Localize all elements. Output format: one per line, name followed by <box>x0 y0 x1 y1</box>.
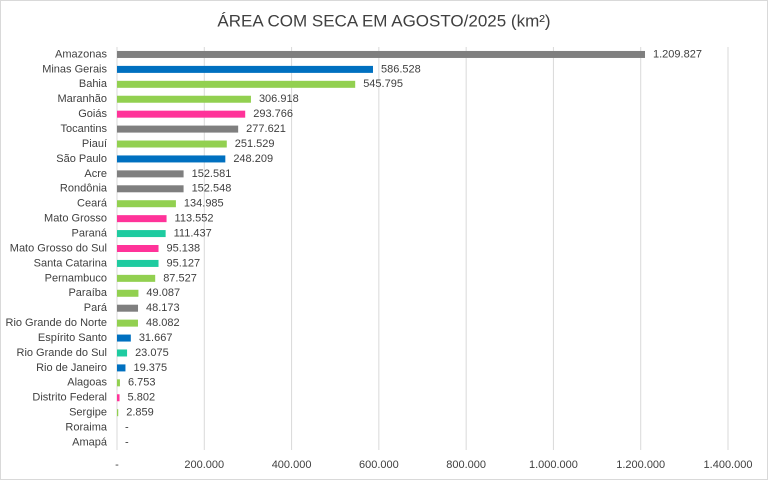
y-tick-label: Rio Grande do Sul <box>17 347 108 359</box>
value-label: 49.087 <box>146 287 180 299</box>
y-tick-label: São Paulo <box>56 153 107 165</box>
y-tick-label: Amazonas <box>55 48 107 60</box>
value-label: 152.581 <box>192 168 232 180</box>
y-tick-label: Sergipe <box>69 407 107 419</box>
y-tick-label: Mato Grosso <box>44 213 107 225</box>
bar <box>117 379 120 387</box>
value-label: 277.621 <box>246 123 286 135</box>
value-label: 23.075 <box>135 347 169 359</box>
y-tick-label: Pernambuco <box>45 272 107 284</box>
x-tick-label: - <box>115 459 119 471</box>
y-tick-label: Espírito Santo <box>38 332 107 344</box>
value-label: 95.127 <box>167 257 201 269</box>
value-label: 293.766 <box>253 108 293 120</box>
y-tick-label: Goiás <box>78 108 107 120</box>
value-label: 251.529 <box>235 138 275 150</box>
y-tick-label: Tocantins <box>61 123 108 135</box>
bar <box>117 125 239 133</box>
bar <box>117 110 246 118</box>
y-tick-label: Rio de Janeiro <box>36 362 107 374</box>
bar <box>117 65 373 73</box>
value-label: 113.552 <box>175 213 214 225</box>
bar <box>117 80 356 88</box>
x-tick-label: 400.000 <box>272 459 312 471</box>
x-tick-label: 800.000 <box>446 459 486 471</box>
bar <box>117 349 128 357</box>
value-label: 5.802 <box>128 392 156 404</box>
y-tick-label: Roraima <box>65 422 107 434</box>
y-tick-label: Piauí <box>82 138 107 150</box>
value-label: 95.138 <box>167 242 201 254</box>
y-tick-label: Ceará <box>77 198 108 210</box>
bar <box>117 170 184 178</box>
bar <box>117 334 131 342</box>
y-tick-label: Distrito Federal <box>32 392 107 404</box>
bar <box>117 289 139 297</box>
bar <box>117 304 139 312</box>
value-label: 152.548 <box>192 183 232 195</box>
y-tick-label: Minas Gerais <box>42 63 107 75</box>
bar <box>117 319 138 327</box>
bar <box>117 95 251 103</box>
bar <box>117 50 646 58</box>
y-tick-label: Mato Grosso do Sul <box>10 242 107 254</box>
y-tick-label: Rondônia <box>60 183 108 195</box>
bar <box>117 259 159 267</box>
bar <box>117 200 176 208</box>
value-label: 111.437 <box>174 227 212 239</box>
y-tick-label: Maranhão <box>57 93 107 105</box>
y-tick-label: Santa Catarina <box>34 257 108 269</box>
bar <box>117 409 119 417</box>
value-label: - <box>125 422 129 434</box>
bar <box>117 245 159 252</box>
value-label: 306.918 <box>259 93 299 105</box>
value-label: 48.173 <box>146 302 180 314</box>
y-tick-label: Paraná <box>72 227 108 239</box>
bar <box>117 140 227 148</box>
x-tick-label: 1.200.000 <box>616 459 665 471</box>
y-tick-label: Rio Grande do Norte <box>6 317 108 329</box>
value-label: 87.527 <box>163 272 197 284</box>
value-label: 586.528 <box>381 63 421 75</box>
bar <box>117 230 166 238</box>
value-label: 31.667 <box>139 332 173 344</box>
bar <box>117 274 156 282</box>
x-tick-label: 1.400.000 <box>704 459 753 471</box>
y-tick-label: Bahia <box>79 78 108 90</box>
value-label: - <box>125 436 129 448</box>
value-label: 6.753 <box>128 377 156 389</box>
x-tick-label: 1.000.000 <box>529 459 578 471</box>
x-tick-label: 600.000 <box>359 459 399 471</box>
value-label: 248.209 <box>233 153 273 165</box>
value-label: 1.209.827 <box>653 48 702 60</box>
value-label: 545.795 <box>363 78 403 90</box>
value-label: 48.082 <box>146 317 180 329</box>
y-tick-label: Amapá <box>72 436 108 448</box>
value-label: 134.985 <box>184 198 224 210</box>
value-label: 19.375 <box>133 362 167 374</box>
chart-title: ÁREA COM SECA EM AGOSTO/2025 (km²) <box>217 11 550 30</box>
y-tick-label: Acre <box>84 168 107 180</box>
x-tick-label: 200.000 <box>184 459 224 471</box>
y-tick-label: Paraíba <box>68 287 107 299</box>
bar <box>117 394 120 402</box>
bar <box>117 364 126 372</box>
y-tick-label: Pará <box>84 302 108 314</box>
bar <box>117 185 184 193</box>
y-tick-label: Alagoas <box>67 377 107 389</box>
bar <box>117 215 167 223</box>
value-label: 2.859 <box>126 407 154 419</box>
bar <box>117 155 226 163</box>
